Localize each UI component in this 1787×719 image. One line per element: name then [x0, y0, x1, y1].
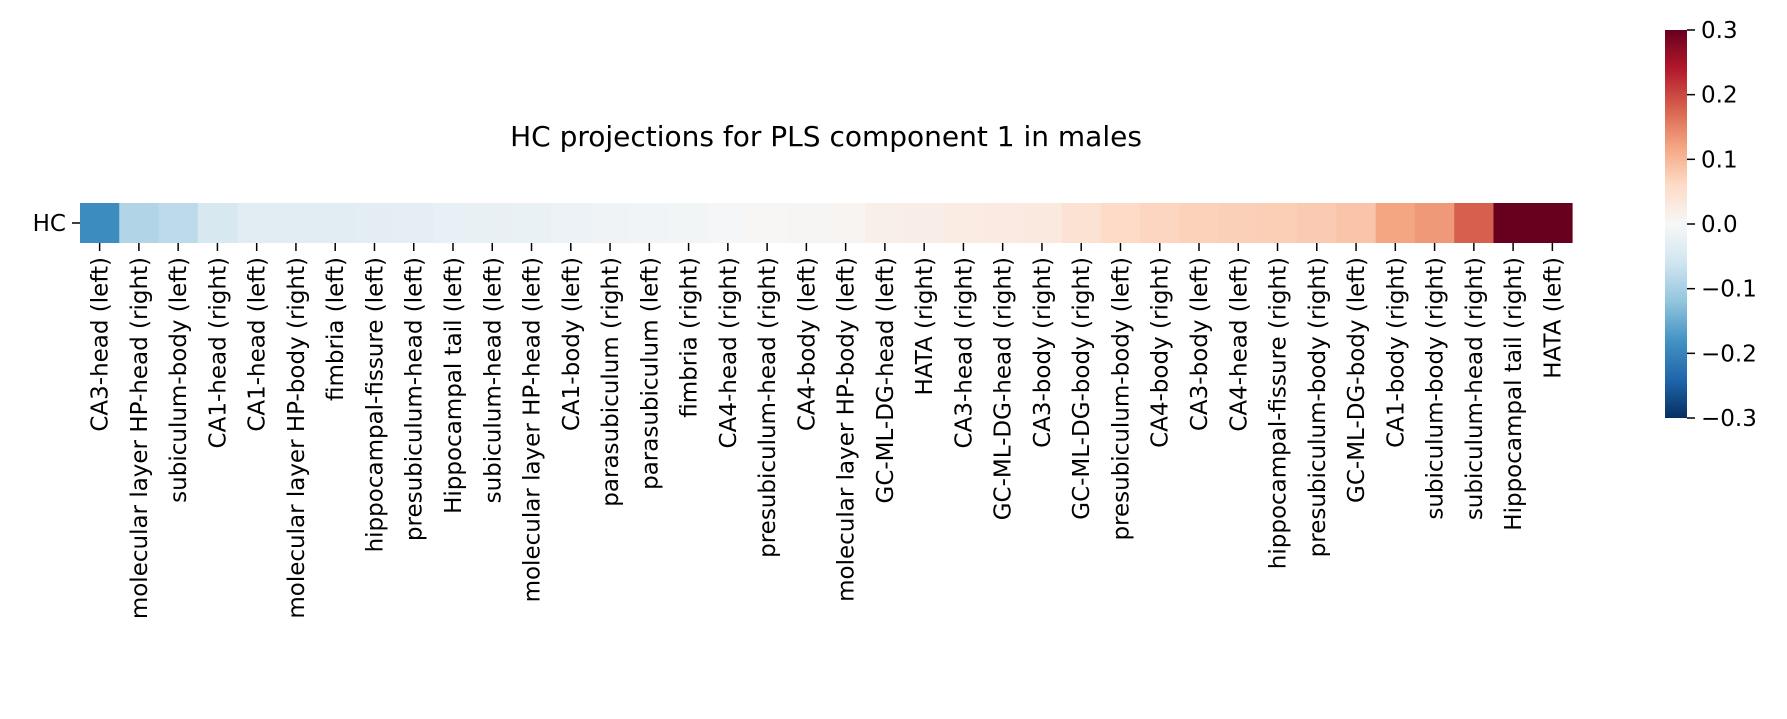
- heatmap-cell: [433, 203, 474, 243]
- x-tick-label: molecular layer HP-head (left): [520, 257, 546, 602]
- x-tick-label: parasubiculum (left): [637, 257, 663, 490]
- x-tick-label: CA4-head (left): [1226, 257, 1252, 432]
- x-tick-label: presubiculum-body (right): [1305, 257, 1331, 557]
- x-tick-label: CA1-head (left): [245, 257, 271, 432]
- heatmap-cell: [80, 203, 120, 243]
- heatmap-cell: [1100, 203, 1141, 243]
- x-tick-label: CA3-body (left): [1187, 257, 1213, 431]
- heatmap-cell: [1414, 203, 1455, 243]
- heatmap-cell: [394, 203, 434, 243]
- x-axis-ticks: CA3-head (left) molecular layer HP-head (…: [88, 243, 1566, 619]
- heatmap-cell: [1493, 203, 1534, 243]
- colorbar-tick-label: 0.1: [1701, 147, 1738, 173]
- colorbar: 0.3 0.2 0.1 0.0 −0.1 −0.2 −0.3: [1665, 18, 1757, 432]
- x-tick-label: Hippocampal tail (right): [1501, 257, 1527, 531]
- x-tick-label: presubiculum-head (left): [402, 257, 428, 541]
- heatmap-cell: [276, 203, 317, 243]
- heatmap-cell: [1022, 203, 1063, 243]
- heatmap-cell: [1061, 203, 1102, 243]
- heatmap-cell: [237, 203, 277, 243]
- heatmap-cell: [1218, 203, 1259, 243]
- x-tick-label: molecular layer HP-head (right): [127, 257, 153, 619]
- colorbar-tick-label: −0.1: [1701, 277, 1757, 303]
- x-tick-label: HATA (right): [912, 257, 938, 396]
- heatmap-cell: [865, 203, 906, 243]
- x-tick-label: subiculum-body (left): [166, 257, 192, 503]
- x-tick-label: CA4-head (right): [716, 257, 742, 448]
- x-tick-label: fimbria (right): [677, 257, 703, 418]
- heatmap-cell: [1454, 203, 1495, 243]
- heatmap-cell: [197, 203, 238, 243]
- heatmap-cell: [1297, 203, 1338, 243]
- x-tick-label: subiculum-body (right): [1423, 257, 1449, 520]
- x-tick-label: CA3-body (right): [1030, 257, 1056, 448]
- heatmap-cell: [158, 203, 199, 243]
- colorbar-tick-label: −0.2: [1701, 341, 1757, 367]
- heatmap-cell: [826, 203, 866, 243]
- heatmap-cell: [1257, 203, 1298, 243]
- heatmap-cell: [1140, 203, 1180, 243]
- x-tick-label: CA1-body (left): [559, 257, 585, 431]
- heatmap-cell: [747, 203, 788, 243]
- x-tick-label: presubiculum-body (left): [1108, 257, 1134, 541]
- x-tick-label: CA3-head (left): [88, 257, 114, 432]
- x-tick-label: hippocampal-fissure (left): [362, 257, 388, 552]
- heatmap-cell: [1336, 203, 1377, 243]
- x-tick-label: HATA (left): [1540, 257, 1566, 379]
- colorbar-ticks: 0.3 0.2 0.1 0.0 −0.1 −0.2 −0.3: [1687, 18, 1757, 432]
- x-tick-label: parasubiculum (right): [598, 257, 624, 507]
- heatmap-cell: [590, 203, 631, 243]
- chart-title: HC projections for PLS component 1 in ma…: [510, 120, 1142, 153]
- colorbar-tick-label: 0.2: [1701, 83, 1738, 109]
- x-tick-label: CA3-head (right): [951, 257, 977, 448]
- x-tick-label: CA1-body (right): [1383, 257, 1409, 448]
- heatmap-cell: [354, 203, 395, 243]
- colorbar-tick-label: −0.3: [1701, 406, 1757, 432]
- x-tick-label: CA4-body (left): [794, 257, 820, 431]
- heatmap-cell: [943, 203, 984, 243]
- x-tick-label: GC-ML-DG-head (left): [873, 257, 899, 504]
- x-tick-label: GC-ML-DG-body (right): [1069, 257, 1095, 520]
- x-tick-label: GC-ML-DG-head (right): [991, 257, 1017, 520]
- heatmap-cell: [511, 203, 552, 243]
- heatmap-cell: [1532, 203, 1573, 243]
- x-tick-label: CA4-body (right): [1148, 257, 1174, 448]
- x-tick-label: CA1-head (right): [205, 257, 231, 448]
- heatmap-cell: [983, 203, 1023, 243]
- row-labels: HC: [33, 211, 80, 237]
- x-tick-label: hippocampal-fissure (right): [1266, 257, 1292, 569]
- heatmap-cell: [786, 203, 827, 243]
- x-tick-label: molecular layer HP-body (left): [834, 257, 860, 602]
- x-tick-label: molecular layer HP-body (right): [284, 257, 310, 619]
- heatmap-cell: [1179, 203, 1220, 243]
- heatmap-cell: [629, 203, 670, 243]
- row-label: HC: [33, 211, 66, 237]
- colorbar-tick-label: 0.3: [1701, 18, 1738, 44]
- x-tick-label: GC-ML-DG-body (left): [1344, 257, 1370, 503]
- x-tick-label: presubiculum-head (right): [755, 257, 781, 558]
- heatmap-cell: [472, 203, 513, 243]
- x-tick-label: subiculum-head (left): [480, 257, 506, 503]
- heatmap-cell: [551, 203, 592, 243]
- colorbar-tick-label: 0.0: [1701, 212, 1738, 238]
- heatmap-cell: [119, 203, 160, 243]
- x-tick-label: fimbria (left): [323, 257, 349, 401]
- heatmap-cell: [708, 203, 749, 243]
- x-tick-label: Hippocampal tail (left): [441, 257, 467, 514]
- heatmap-cell: [315, 203, 356, 243]
- heatmap-cell: [668, 203, 709, 243]
- x-tick-label: subiculum-head (right): [1462, 257, 1488, 520]
- heatmap-cell: [904, 203, 945, 243]
- heatmap-cells: [80, 203, 1573, 243]
- heatmap-cell: [1375, 203, 1416, 243]
- colorbar-gradient: [1665, 30, 1687, 418]
